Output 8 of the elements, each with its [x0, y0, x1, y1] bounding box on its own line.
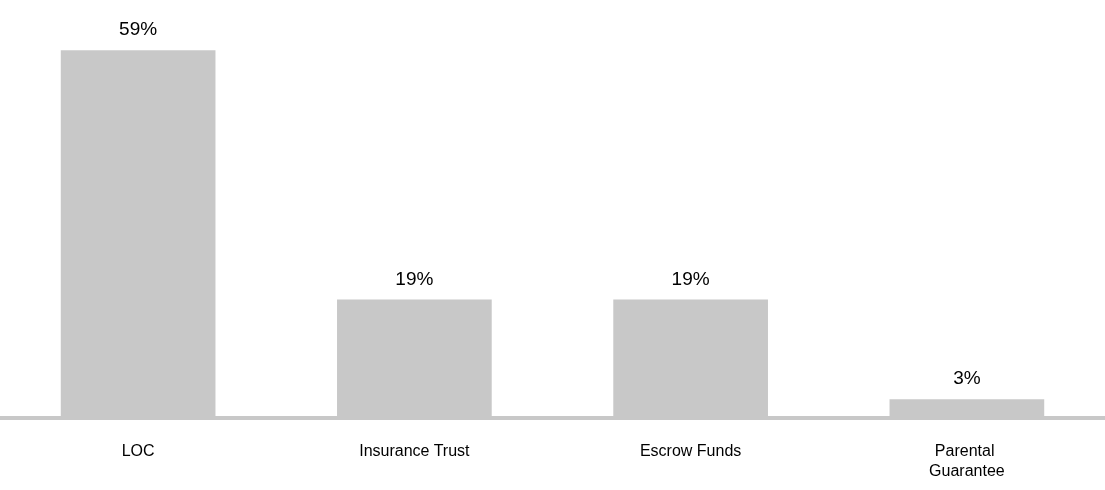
data-label: 19% [671, 267, 710, 289]
data-label: 59% [119, 18, 158, 40]
x-tick-label: Insurance Trust [359, 441, 471, 459]
x-tick-label: Parental Guarantee [929, 441, 1005, 479]
x-tick-label: LOC [121, 441, 155, 459]
x-tick-label: Escrow Funds [639, 441, 742, 459]
data-label: 19% [395, 267, 434, 289]
data-label: 3% [953, 367, 981, 389]
